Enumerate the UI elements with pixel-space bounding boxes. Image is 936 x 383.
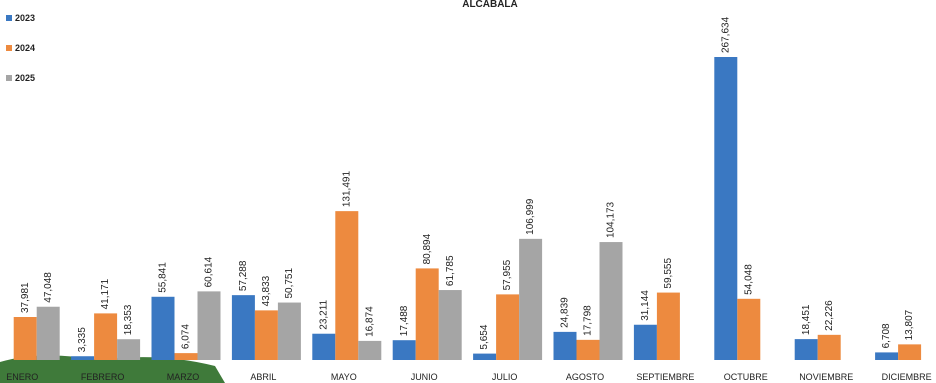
value-label: 50,751	[284, 268, 295, 299]
bar	[231, 295, 255, 360]
value-label: 106,999	[525, 198, 536, 235]
x-tick-label: JULIO	[492, 372, 518, 382]
bar	[656, 292, 680, 360]
value-label: 57,288	[238, 260, 249, 291]
legend-swatch	[6, 75, 12, 81]
value-label: 104,173	[606, 201, 617, 238]
bar	[473, 353, 497, 360]
value-label: 47,048	[43, 272, 54, 303]
bar	[519, 238, 543, 360]
x-tick-label: AGOSTO	[566, 372, 604, 382]
value-label: 59,555	[663, 258, 674, 289]
bar	[13, 317, 37, 360]
bar	[392, 340, 416, 360]
bar	[633, 324, 657, 360]
x-tick-label: ENERO	[6, 372, 38, 382]
bar	[174, 353, 198, 360]
x-tick-label: DICIEMBRE	[882, 372, 932, 382]
x-tick-label: NOVIEMBRE	[799, 372, 853, 382]
value-label: 267,634	[720, 16, 731, 53]
legend-swatch	[6, 45, 12, 51]
bar	[496, 294, 520, 360]
bar	[576, 339, 600, 360]
chart-title: ALCABALA	[462, 0, 518, 10]
bar	[599, 242, 623, 360]
legend-swatch	[6, 15, 12, 21]
bar	[898, 344, 922, 360]
value-label: 22,226	[824, 300, 835, 331]
bar	[794, 339, 818, 360]
bar	[358, 340, 382, 360]
value-label: 57,955	[502, 259, 513, 290]
value-label: 80,894	[422, 233, 433, 264]
bar	[197, 291, 221, 360]
bar	[335, 211, 359, 360]
bar	[438, 290, 462, 360]
x-tick-label: OCTUBRE	[724, 372, 768, 382]
value-label: 6,708	[881, 323, 892, 348]
value-label: 23,211	[318, 299, 329, 329]
legend-label: 2023	[15, 13, 35, 23]
decoration	[0, 355, 225, 383]
bar	[36, 306, 60, 360]
bar	[415, 268, 439, 360]
value-label: 24,839	[560, 297, 571, 328]
legend-label: 2024	[15, 43, 35, 53]
value-label: 43,833	[261, 275, 272, 306]
bar	[714, 57, 738, 360]
value-label: 54,048	[743, 264, 754, 295]
x-tick-label: SEPTIEMBRE	[636, 372, 694, 382]
value-label: 16,874	[364, 306, 375, 337]
value-label: 61,785	[445, 255, 456, 286]
value-label: 18,451	[801, 304, 812, 335]
bar	[94, 313, 118, 360]
value-label: 17,488	[399, 305, 410, 336]
bar	[277, 302, 301, 360]
value-label: 131,491	[341, 171, 352, 208]
x-tick-label: MAYO	[331, 372, 357, 382]
value-label: 31,144	[640, 290, 651, 321]
x-tick-label: FEBRERO	[81, 372, 125, 382]
value-label: 17,798	[583, 305, 594, 336]
value-label: 55,841	[158, 262, 169, 293]
bar	[254, 310, 278, 360]
value-label: 5,654	[479, 324, 490, 349]
bar	[312, 333, 336, 360]
value-label: 60,614	[204, 256, 215, 287]
legend-label: 2025	[15, 73, 35, 83]
value-label: 3,335	[77, 327, 88, 352]
bar	[71, 356, 95, 360]
value-label: 6,074	[181, 324, 192, 349]
x-tick-label: JUNIO	[411, 372, 438, 382]
bar	[817, 334, 841, 360]
value-label: 13,807	[904, 309, 915, 340]
x-tick-label: ABRIL	[250, 372, 276, 382]
x-tick-label: MARZO	[167, 372, 200, 382]
value-label: 41,171	[100, 278, 111, 309]
value-label: 18,353	[123, 304, 134, 335]
bar	[737, 298, 761, 360]
bar	[117, 339, 141, 360]
bar	[553, 331, 577, 360]
bar	[875, 352, 899, 360]
bar	[151, 296, 175, 360]
value-label: 37,981	[20, 282, 31, 313]
